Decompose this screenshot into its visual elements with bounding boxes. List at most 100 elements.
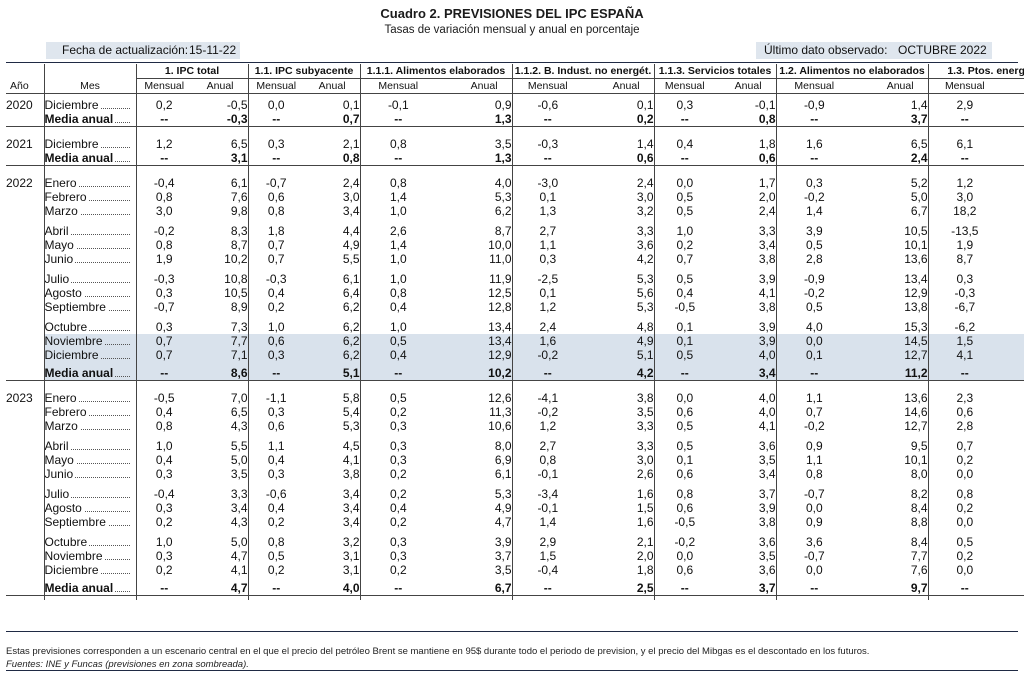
annual-value-cell: 5,5 [230, 439, 248, 453]
spacer-cell [927, 126, 1002, 137]
spacer-cell [436, 166, 512, 177]
month-cell: Abril [44, 439, 136, 453]
monthly-value-cell: -0,7 [247, 176, 305, 190]
monthly-value-cell: -- [927, 366, 1002, 381]
monthly-value-cell: 0,5 [775, 300, 853, 314]
monthly-value-cell: 0,1 [653, 334, 716, 348]
month-cell: Media anual [44, 581, 136, 596]
spacer-cell [6, 93, 45, 98]
leader-dots [48, 449, 130, 450]
table-row: Octubre 0,3 7,3 1,0 6,2 1,0 13,4 2,4 4,8 0,1 3,9 4,… [6, 320, 1024, 334]
annual-value-cell: 3,8 [758, 515, 776, 529]
header-spacer [44, 64, 136, 79]
monthly-value-cell: 0,0 [247, 98, 305, 112]
annual-value-cell: 3,7 [715, 581, 777, 596]
spacer-cell [715, 596, 776, 601]
annual-value-cell: 2,4 [342, 176, 360, 190]
annual-value-cell: -0,6 [1001, 487, 1024, 501]
table-row: Julio -0,4 3,3 -0,6 3,4 0,2 5,3 -3,4 1,6 0,8 3,7 -0… [6, 487, 1024, 501]
spacer-cell [247, 126, 305, 137]
spacer-cell [511, 595, 584, 600]
year-cell [6, 419, 45, 433]
annual-value-cell: 8,0 [494, 439, 512, 453]
annual-value-cell: 13,1 [1001, 549, 1024, 563]
table-row: Julio -0,3 10,8 -0,3 6,1 1,0 11,9 -2,5 5,3 0,5 3,9… [6, 272, 1024, 286]
year-cell [6, 204, 45, 218]
month-label: Agosto [44, 286, 84, 300]
monthly-value-cell: -- [247, 366, 305, 381]
monthly-value-cell: 0,6 [247, 334, 305, 348]
annual-value-cell: 4,3 [230, 515, 248, 529]
annual-value-cell: 1,6 [636, 515, 654, 529]
spacer-cell [653, 266, 716, 272]
monthly-value-cell: 0,6 [653, 501, 716, 515]
annual-value-cell: 60,9 [1001, 204, 1024, 218]
spacer-cell [852, 381, 928, 392]
annual-value-cell: 3,9 [758, 272, 776, 286]
monthly-value-cell: -- [927, 151, 1002, 166]
leader-dots [48, 248, 130, 249]
spacer-cell [927, 362, 1002, 366]
spacer-cell [247, 433, 305, 439]
spacer-cell [247, 165, 305, 176]
annual-value-cell: 13,6 [904, 252, 928, 266]
annual-value-cell: 22,4 [1001, 300, 1024, 314]
annual-value-cell: 3,9 [494, 535, 512, 549]
month-cell: Junio [44, 467, 136, 481]
spacer-cell [6, 481, 45, 487]
annual-value-cell: 2,4 [852, 151, 929, 166]
monthly-value-cell: 1,5 [927, 334, 1002, 348]
spacer-cell [775, 165, 853, 176]
spacer-cell [1001, 596, 1024, 601]
year-cell [6, 320, 45, 334]
monthly-value-cell: -0,2 [775, 286, 853, 300]
monthly-value-cell: 0,7 [247, 238, 305, 252]
spacer-row [6, 362, 1024, 366]
month-cell: Diciembre [44, 137, 136, 151]
month-label: Media anual [44, 151, 116, 165]
monthly-value-cell: -0,2 [135, 224, 192, 238]
spacer-cell [653, 433, 716, 439]
annual-value-cell: 6,2 [342, 300, 360, 314]
spacer-cell [511, 314, 584, 320]
spacer-row [6, 595, 1024, 601]
spacer-cell [583, 362, 655, 366]
annual-value-cell: 4,4 [342, 224, 360, 238]
annual-value-cell: 2,5 [583, 581, 655, 596]
monthly-value-cell: -0,5 [653, 515, 716, 529]
annual-value-cell: 4,1 [758, 286, 776, 300]
annual-value-cell: 3,7 [852, 112, 929, 127]
annual-value-cell: 4,7 [494, 515, 512, 529]
monthly-value-cell: 0,5 [359, 391, 437, 405]
annual-column-header: Anual [1001, 78, 1024, 94]
annual-value-cell: 13,4 [488, 320, 512, 334]
table-row: 2022 Enero -0,4 6,1 -0,7 2,4 0,8 4,0 -3,0 2,4 0,0 1… [6, 176, 1024, 190]
annual-value-cell: 3,0 [636, 453, 654, 467]
monthly-value-cell: 0,3 [247, 405, 305, 419]
annual-value-cell: 6,5 [910, 137, 928, 151]
monthly-value-cell: 2,9 [927, 98, 1002, 112]
spacer-cell [359, 314, 437, 320]
spacer-cell [852, 166, 928, 177]
annual-value-cell: 4,9 [494, 501, 512, 515]
annual-value-cell: 13,4 [904, 272, 928, 286]
spacer-cell [247, 529, 305, 535]
annual-value-cell: 1,8 [758, 137, 776, 151]
spacer-cell [715, 381, 776, 392]
monthly-value-cell: -0,6 [247, 487, 305, 501]
spacer-row [6, 577, 1024, 581]
monthly-value-cell: -6,2 [927, 320, 1002, 334]
monthly-value-cell: 1,1 [775, 453, 853, 467]
monthly-value-cell: -3,0 [511, 176, 584, 190]
annual-value-cell: 5,0 [230, 535, 248, 549]
monthly-value-cell: -- [511, 112, 584, 127]
annual-value-cell: 5,3 [494, 190, 512, 204]
monthly-value-cell: 0,5 [927, 535, 1002, 549]
spacer-cell [359, 577, 437, 581]
monthly-value-cell: -- [511, 581, 584, 596]
annual-value-cell: 8,7 [1001, 563, 1024, 577]
annual-value-cell: 5,3 [494, 487, 512, 501]
ipc-forecast-table: 1. IPC total 1.1. IPC subyacente 1.1.1. Al… [6, 64, 1024, 600]
monthly-value-cell: 0,8 [775, 467, 853, 481]
annual-value-cell: 44,3 [1001, 190, 1024, 204]
